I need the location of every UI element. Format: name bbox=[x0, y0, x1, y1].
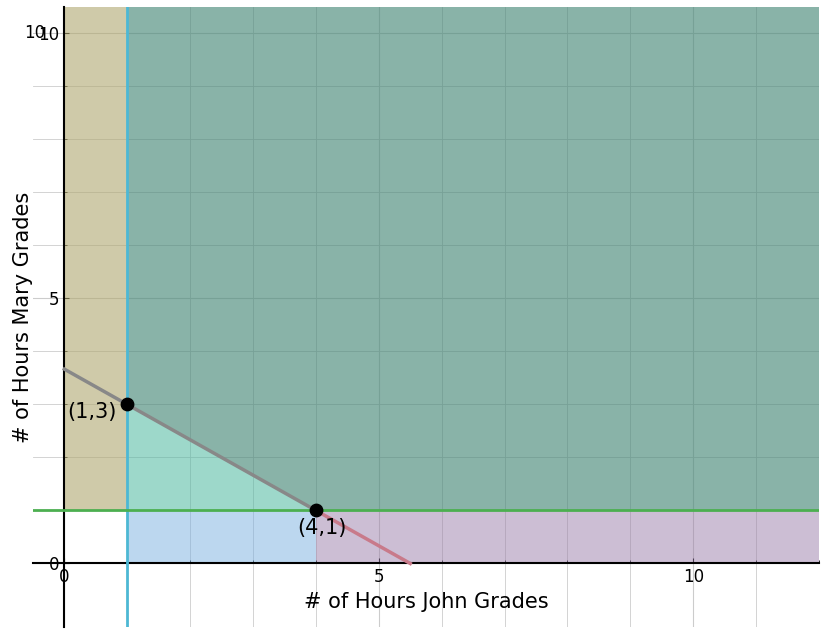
Polygon shape bbox=[127, 510, 316, 564]
Polygon shape bbox=[127, 7, 819, 510]
Y-axis label: # of Hours Mary Grades: # of Hours Mary Grades bbox=[12, 191, 33, 443]
X-axis label: # of Hours John Grades: # of Hours John Grades bbox=[304, 592, 548, 612]
Point bbox=[309, 505, 322, 515]
Polygon shape bbox=[127, 404, 316, 510]
Text: 10: 10 bbox=[24, 25, 45, 42]
Polygon shape bbox=[64, 7, 127, 510]
Text: (4,1): (4,1) bbox=[297, 519, 346, 538]
Polygon shape bbox=[316, 510, 819, 564]
Text: (1,3): (1,3) bbox=[68, 402, 116, 422]
Point bbox=[121, 399, 134, 410]
